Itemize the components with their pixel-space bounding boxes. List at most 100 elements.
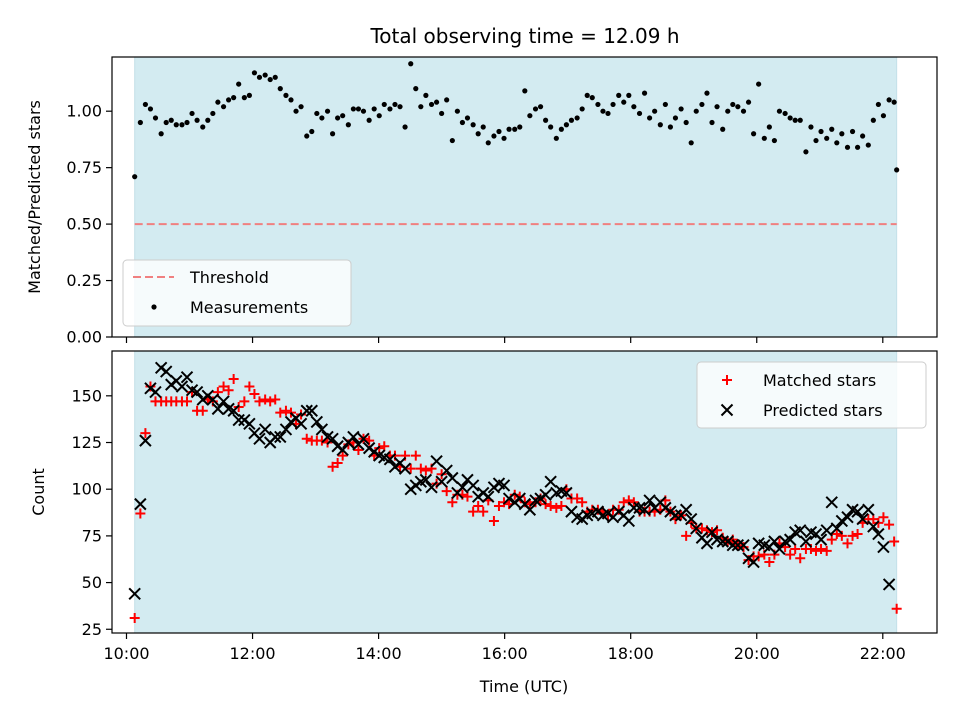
measurement-point [236,81,242,87]
measurement-point [304,133,310,139]
matched-star-point [129,613,140,624]
measurement-point [808,124,814,130]
measurement-point [636,110,643,117]
matched-star-point [884,519,895,530]
measurement-point [387,106,393,112]
y-tick-label: 1.00 [66,102,102,121]
matched-star-point [301,433,312,444]
measurement-point [865,142,871,148]
measurement-point [704,90,710,96]
measurement-point [329,131,336,137]
predicted-star-point [783,533,797,546]
measurement-point [470,122,476,128]
predicted-star-point [814,533,828,546]
matched-star-point [545,501,556,512]
measurement-point [152,115,159,121]
measurement-point [215,99,221,105]
measurement-point [610,101,616,108]
predicted-star-point [253,432,266,445]
measurement-point [220,104,227,110]
measurement-point [205,117,211,123]
predicted-star-point [862,503,875,516]
predicted-star-point [128,587,141,600]
matched-star-point [847,530,858,541]
matched-star-point [249,388,260,399]
measurement-point [163,119,169,126]
measurement-point [309,128,315,135]
measurement-point [423,92,429,98]
measurement-point [595,101,601,108]
predicted-star-point [232,413,245,427]
measurement-point [324,108,331,114]
measurement-point [657,122,663,128]
measurement-point [558,126,564,132]
measurement-point [699,101,705,108]
predicted-star-point [560,486,573,500]
predicted-star-point [347,430,360,444]
measurement-point [444,97,450,103]
legend-threshold-label: Threshold [189,268,269,287]
x-tick-label: 22:00 [860,644,906,663]
measurement-point [766,124,772,130]
matched-star-point [441,486,452,497]
measurement-point [756,81,762,87]
measurement-point [886,97,892,103]
measurement-point [142,101,149,108]
legend-predicted-label: Predicted stars [763,401,883,420]
measurement-point [709,119,715,126]
measurement-point [251,70,258,76]
matched-star-point [218,381,229,392]
matched-star-point [790,543,801,554]
measurement-point [194,117,200,123]
measurement-point [579,106,585,112]
predicted-star-point [305,404,318,417]
matched-star-point [265,396,276,407]
measurement-point [184,119,190,126]
predicted-star-point [856,512,869,526]
predicted-star-point [180,370,194,384]
predicted-star-point [700,537,714,550]
measurement-point [392,101,398,108]
measurement-point [616,92,622,98]
measurement-point [397,104,403,110]
measurement-point [522,88,528,94]
matched-star-point [187,387,198,398]
matched-star-point [332,458,343,469]
measurement-point [381,101,387,108]
x-tick-label: 16:00 [482,644,528,663]
measurement-point [782,110,788,117]
measurement-point [854,144,861,150]
measurement-point [730,101,736,108]
measurement-point [158,131,164,137]
predicted-star-point [705,525,719,539]
measurement-point [256,74,263,80]
predicted-star-point [456,481,469,494]
matched-star-point [618,497,629,508]
measurement-point [408,61,414,67]
matched-star-point [826,534,837,545]
matched-star-point [764,557,775,568]
measurement-point [288,97,294,103]
y-tick-label: 50 [82,573,102,592]
count-axes: 25 50 75 100 125 150 10:00 12:00 14:00 16:00 18:00… [29,350,938,663]
matched-star-point [889,536,900,547]
measurement-point [584,92,590,98]
predicted-star-point [716,535,729,548]
measurement-point [631,104,637,110]
count-axes-frame [111,350,938,634]
measurement-point [475,131,481,137]
measurement-point [283,92,289,98]
measurement-point [491,133,497,139]
predicted-star-point [684,512,698,526]
predicted-star-point [435,475,448,488]
measurement-point [589,95,595,101]
measurement-point [647,115,653,121]
predicted-star-point [539,488,552,502]
matched-star-point [140,428,151,439]
y-tick-label: 0.25 [66,271,102,290]
ratio-axes: 0.00 0.25 0.50 0.75 1.00 Matched/Predicted st… [25,56,938,347]
measurement-point [641,90,648,96]
measurement-point [293,108,299,114]
matched-star-point [228,374,239,385]
count-y-axis-label: Count [29,468,48,516]
